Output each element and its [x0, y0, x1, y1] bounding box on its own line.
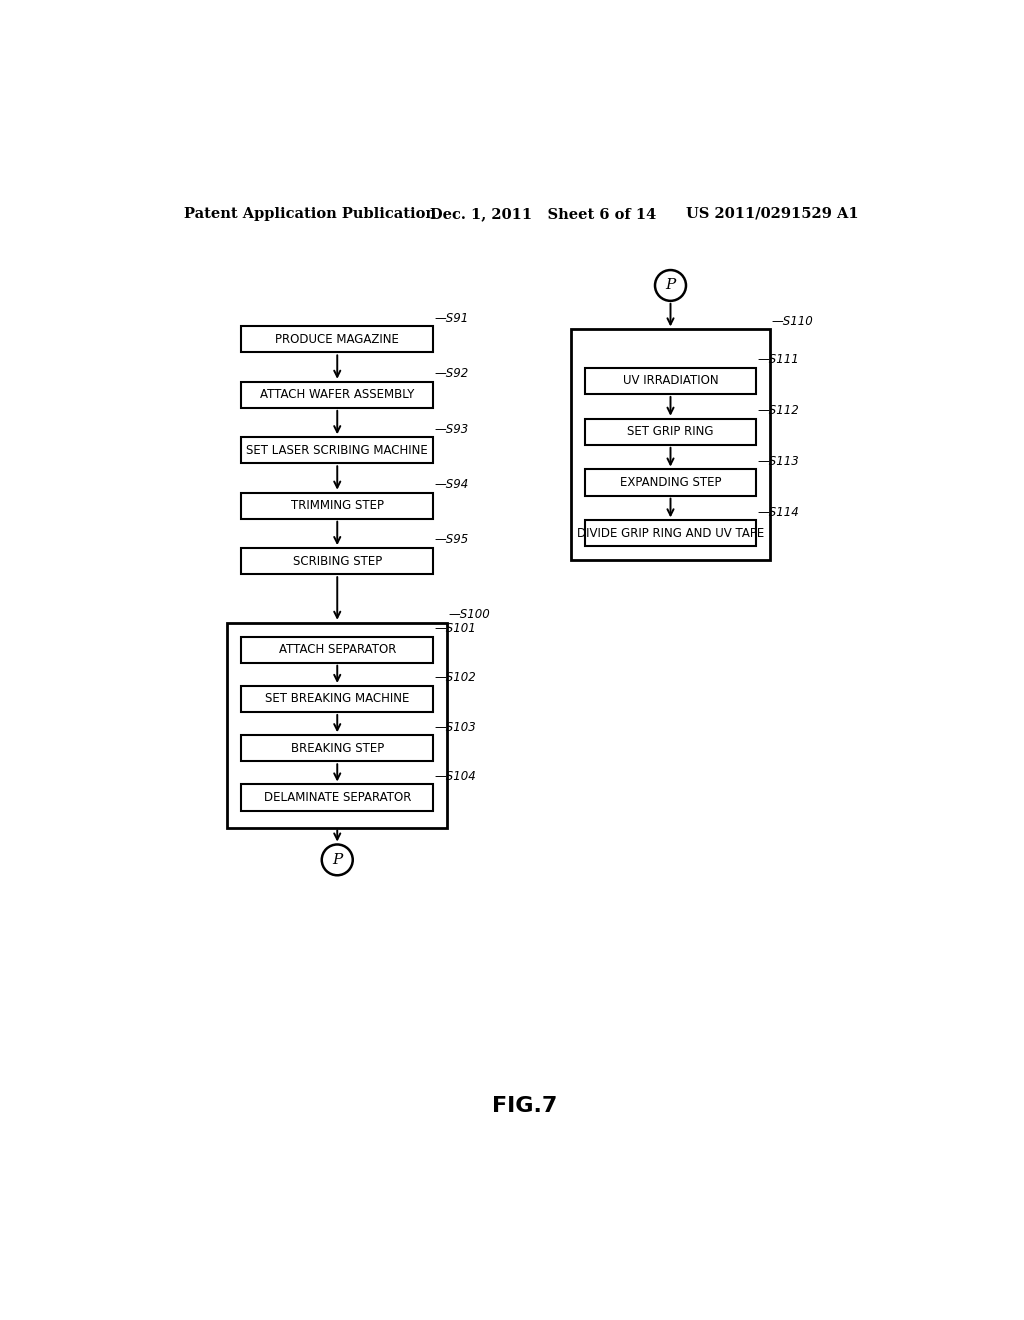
- FancyBboxPatch shape: [241, 784, 433, 810]
- FancyBboxPatch shape: [586, 418, 756, 445]
- FancyBboxPatch shape: [571, 330, 770, 561]
- Text: SET LASER SCRIBING MACHINE: SET LASER SCRIBING MACHINE: [247, 444, 428, 457]
- Text: —S100: —S100: [449, 609, 490, 622]
- Text: —S95: —S95: [435, 533, 469, 546]
- Text: SET BREAKING MACHINE: SET BREAKING MACHINE: [265, 693, 410, 705]
- Text: FIG.7: FIG.7: [493, 1096, 557, 1115]
- Circle shape: [655, 271, 686, 301]
- Text: —S113: —S113: [758, 455, 799, 469]
- Text: —S94: —S94: [435, 478, 469, 491]
- Text: —S91: —S91: [435, 312, 469, 325]
- FancyBboxPatch shape: [241, 686, 433, 711]
- Text: P: P: [332, 853, 342, 867]
- Text: ATTACH WAFER ASSEMBLY: ATTACH WAFER ASSEMBLY: [260, 388, 415, 401]
- FancyBboxPatch shape: [241, 381, 433, 408]
- Text: DELAMINATE SEPARATOR: DELAMINATE SEPARATOR: [263, 791, 411, 804]
- FancyBboxPatch shape: [227, 623, 447, 828]
- FancyBboxPatch shape: [586, 520, 756, 546]
- Text: —S114: —S114: [758, 506, 799, 519]
- Text: —S103: —S103: [435, 721, 476, 734]
- Text: —S101: —S101: [435, 622, 476, 635]
- Text: —S102: —S102: [435, 672, 476, 684]
- Text: US 2011/0291529 A1: US 2011/0291529 A1: [686, 207, 859, 220]
- Text: —S112: —S112: [758, 404, 799, 417]
- Text: DIVIDE GRIP RING AND UV TAPE: DIVIDE GRIP RING AND UV TAPE: [577, 527, 764, 540]
- Text: SET GRIP RING: SET GRIP RING: [628, 425, 714, 438]
- Text: Dec. 1, 2011   Sheet 6 of 14: Dec. 1, 2011 Sheet 6 of 14: [430, 207, 656, 220]
- FancyBboxPatch shape: [241, 735, 433, 762]
- Text: —S111: —S111: [758, 354, 799, 367]
- Text: BREAKING STEP: BREAKING STEP: [291, 742, 384, 755]
- FancyBboxPatch shape: [241, 636, 433, 663]
- Text: PRODUCE MAGAZINE: PRODUCE MAGAZINE: [275, 333, 399, 346]
- Text: —S110: —S110: [771, 314, 813, 327]
- Text: EXPANDING STEP: EXPANDING STEP: [620, 477, 721, 490]
- Circle shape: [322, 845, 352, 875]
- FancyBboxPatch shape: [241, 492, 433, 519]
- Text: SCRIBING STEP: SCRIBING STEP: [293, 554, 382, 568]
- Text: —S93: —S93: [435, 422, 469, 436]
- Text: ATTACH SEPARATOR: ATTACH SEPARATOR: [279, 643, 396, 656]
- Text: Patent Application Publication: Patent Application Publication: [183, 207, 436, 220]
- FancyBboxPatch shape: [241, 437, 433, 463]
- Text: TRIMMING STEP: TRIMMING STEP: [291, 499, 384, 512]
- FancyBboxPatch shape: [586, 368, 756, 395]
- FancyBboxPatch shape: [241, 548, 433, 574]
- FancyBboxPatch shape: [586, 470, 756, 496]
- Text: P: P: [666, 279, 676, 293]
- Text: UV IRRADIATION: UV IRRADIATION: [623, 375, 718, 388]
- Text: —S104: —S104: [435, 770, 476, 783]
- Text: —S92: —S92: [435, 367, 469, 380]
- FancyBboxPatch shape: [241, 326, 433, 352]
